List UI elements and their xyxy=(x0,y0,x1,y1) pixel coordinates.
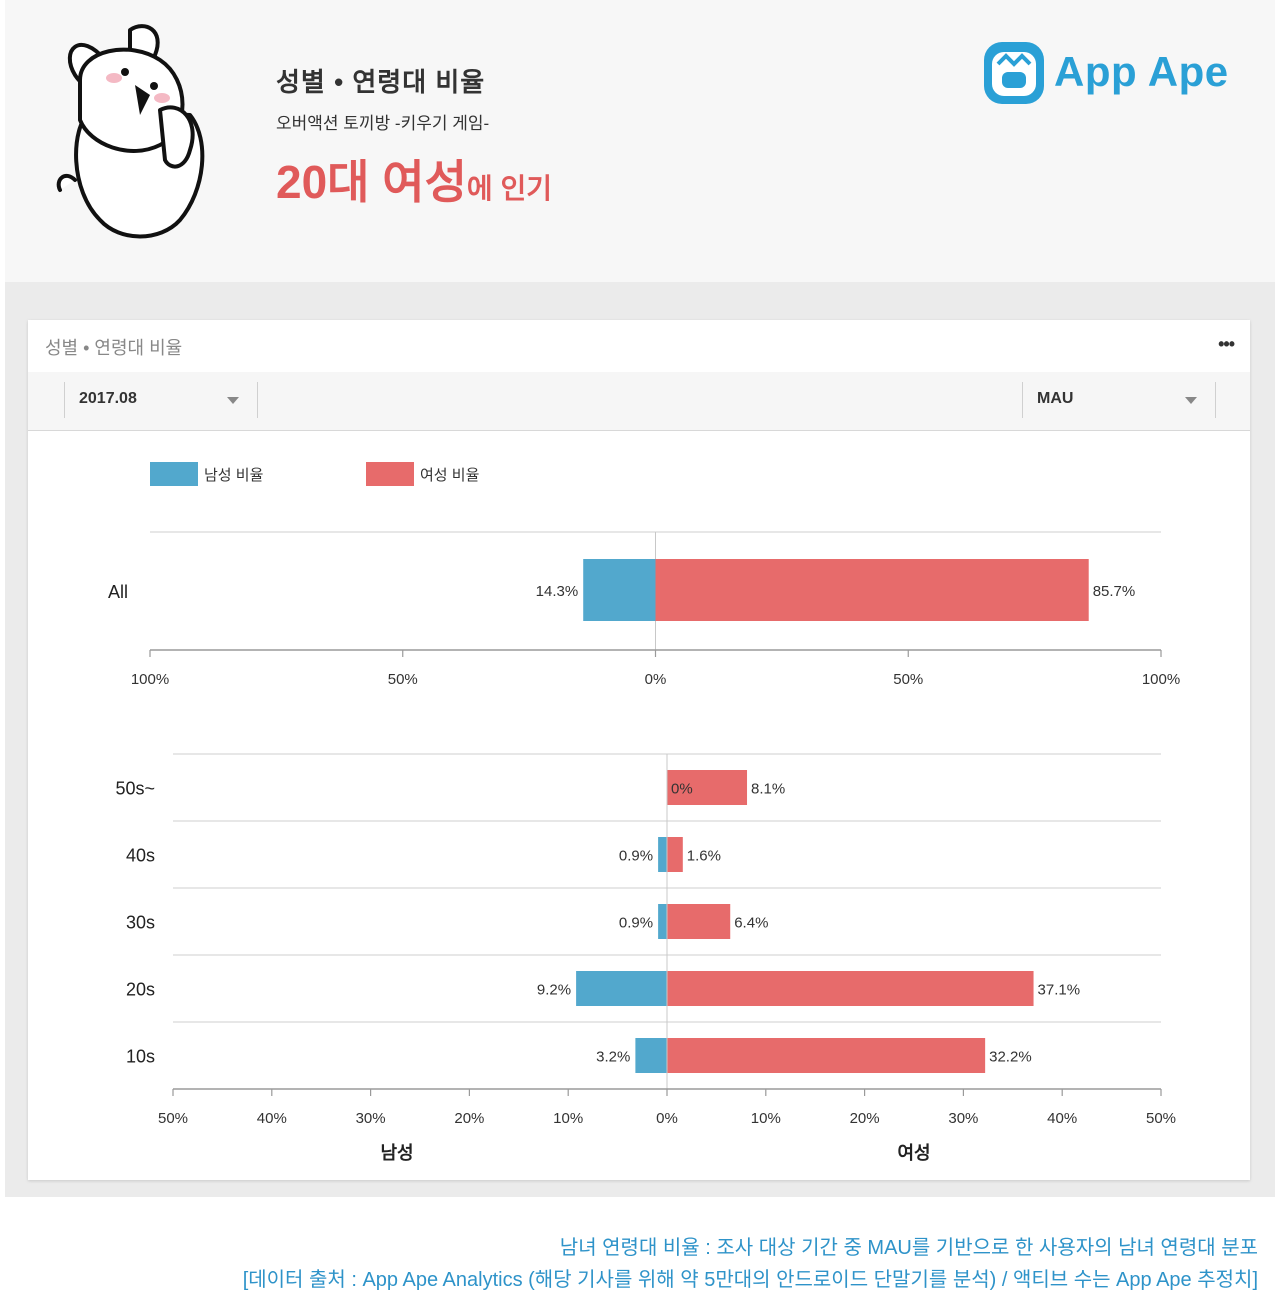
value-label-all-male: 14.3% xyxy=(536,583,579,600)
footer-line-2: [데이터 출처 : App Ape Analytics (해당 기사를 위해 약… xyxy=(242,1269,1258,1291)
gender-age-chart: 남성 비율 여성 비율 14.3% 85.7% All 100% 50% 0% 50% 100% 0… xyxy=(108,462,1180,1163)
value-label-male-0: 0% xyxy=(671,781,693,798)
bar-male-1 xyxy=(658,837,667,872)
value-label-female-0: 8.1% xyxy=(751,781,785,798)
axis-label-female: 여성 xyxy=(897,1143,930,1163)
ape-logo-icon xyxy=(984,42,1044,104)
chart-card: 성별 • 연령대 비율 ••• 2017.08 MAU xyxy=(28,320,1250,1180)
x-tick-label: 0% xyxy=(656,1110,678,1127)
x-tick-label: 50% xyxy=(1146,1110,1176,1127)
bar-female-0 xyxy=(667,770,748,805)
legend-label-female: 여성 비율 xyxy=(420,467,479,484)
value-label-female-1: 1.6% xyxy=(687,848,721,865)
period-select-value: 2017.08 xyxy=(79,390,137,407)
x-tick-label: 30% xyxy=(356,1110,386,1127)
bar-female-1 xyxy=(667,837,683,872)
legend-label-male: 남성 비율 xyxy=(204,467,263,484)
x-tick-label: 100% xyxy=(1142,671,1180,688)
chevron-down-icon xyxy=(1185,397,1197,404)
card-title: 성별 • 연령대 비율 xyxy=(45,338,183,358)
legend-swatch-male xyxy=(150,462,198,486)
title-block: 성별 • 연령대 비율 오버액션 토끼방 -키우기 게임- 20대 여성에 인기 xyxy=(276,62,552,212)
legend-swatch-female xyxy=(366,462,414,486)
x-tick-label: 50% xyxy=(893,671,923,688)
value-label-female-2: 6.4% xyxy=(734,915,768,932)
value-label-female-4: 32.2% xyxy=(989,1049,1032,1066)
value-label-male-1: 0.9% xyxy=(619,848,653,865)
category-label-3: 20s xyxy=(126,980,155,1000)
x-tick-label: 40% xyxy=(1047,1110,1077,1127)
bar-male-4 xyxy=(635,1038,667,1073)
category-label-0: 50s~ xyxy=(115,779,155,799)
page-title: 성별 • 연령대 비율 xyxy=(276,67,486,97)
bar-male-3 xyxy=(576,971,667,1006)
filter-bar: 2017.08 MAU xyxy=(28,372,1250,431)
period-select[interactable]: 2017.08 xyxy=(64,382,258,418)
value-label-all-female: 85.7% xyxy=(1093,583,1136,600)
logo-text: App Ape xyxy=(1054,48,1229,95)
category-label-2: 30s xyxy=(126,913,155,933)
headline-small: 에 인기 xyxy=(466,173,552,204)
page-subtitle: 오버액션 토끼방 -키우기 게임- xyxy=(276,114,490,133)
headline: 20대 여성에 인기 xyxy=(276,146,552,212)
bar-male-2 xyxy=(658,904,667,939)
category-label-1: 40s xyxy=(126,846,155,866)
metric-select-value: MAU xyxy=(1037,390,1074,407)
chevron-down-icon xyxy=(227,397,239,404)
footer-line-1: 남녀 연령대 비율 : 조사 대상 기간 중 MAU를 기반으로 한 사용자의 … xyxy=(559,1237,1258,1259)
x-tick-label: 50% xyxy=(388,671,418,688)
bar-female-4 xyxy=(667,1038,986,1073)
value-label-female-3: 37.1% xyxy=(1038,982,1081,999)
category-label-4: 10s xyxy=(126,1047,155,1067)
x-tick-label: 30% xyxy=(948,1110,978,1127)
app-ape-logo: App Ape xyxy=(980,36,1229,108)
bar-female-3 xyxy=(667,971,1034,1006)
value-label-male-2: 0.9% xyxy=(619,915,653,932)
x-tick-label: 10% xyxy=(553,1110,583,1127)
x-tick-label: 50% xyxy=(158,1110,188,1127)
metric-select[interactable]: MAU xyxy=(1022,382,1216,418)
x-tick-label: 0% xyxy=(645,671,667,688)
footer-note: 남녀 연령대 비율 : 조사 대상 기간 중 MAU를 기반으로 한 사용자의 … xyxy=(243,1232,1258,1296)
x-tick-label: 20% xyxy=(454,1110,484,1127)
x-tick-label: 40% xyxy=(257,1110,287,1127)
header-banner xyxy=(5,0,1275,282)
x-tick-label: 20% xyxy=(850,1110,880,1127)
bar-female-2 xyxy=(667,904,731,939)
value-label-male-3: 9.2% xyxy=(537,982,571,999)
more-options-icon[interactable]: ••• xyxy=(1218,334,1235,354)
rabbit-mascot-icon xyxy=(56,24,205,239)
headline-big: 20대 여성 xyxy=(276,156,467,208)
x-tick-label: 100% xyxy=(131,671,169,688)
value-label-male-4: 3.2% xyxy=(596,1049,630,1066)
axis-label-male: 남성 xyxy=(380,1143,413,1163)
category-label-all: All xyxy=(108,582,128,602)
bar-all-female xyxy=(655,559,1089,621)
x-tick-label: 10% xyxy=(751,1110,781,1127)
bar-all-male xyxy=(583,559,656,621)
